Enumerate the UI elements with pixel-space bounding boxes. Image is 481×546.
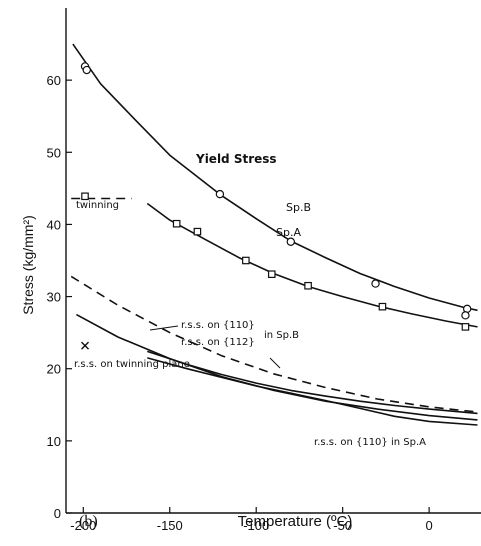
annotation-twinning: twinning <box>76 200 119 211</box>
panel-label: (b) <box>79 513 98 530</box>
data-point-sp-a <box>461 323 470 331</box>
data-point-sp-a <box>193 227 202 236</box>
data-point-yield-stress-sp-b <box>461 311 470 320</box>
annotation-in-sp-b: in Sp.B <box>264 330 299 341</box>
annotation-sp-a: Sp.A <box>276 226 301 239</box>
y-axis-label: Stress (kg/mm²) <box>20 215 36 315</box>
leader-line-rss-110 <box>149 325 179 331</box>
series-line-sp-a <box>146 202 478 328</box>
x-tick-label: -100 <box>243 518 269 533</box>
data-point-sp-a <box>242 256 250 265</box>
series-line-r-s-s-on-112-in-sp-b <box>70 275 478 413</box>
y-tick-label: 50 <box>47 145 61 160</box>
series-line-r-s-s-on-twinning-plane <box>147 357 478 426</box>
data-point-sp-a <box>172 219 181 228</box>
data-point-yield-stress-sp-b <box>215 189 225 199</box>
data-point-yield-stress-sp-b <box>82 65 91 75</box>
annotation-rss-twinning-plane: r.s.s. on twinning plane <box>74 359 190 370</box>
x-axis-label: Temperature (ºC) <box>238 513 353 530</box>
data-point-sp-a <box>378 302 387 311</box>
annotation-rss-110: r.s.s. on {110} <box>181 320 255 331</box>
annotation-yield-stress: Yield Stress <box>195 152 277 166</box>
annotation-sp-b: Sp.B <box>286 201 311 214</box>
cross-stroke <box>81 341 90 350</box>
series-line-r-s-s-on-110-in-sp-a <box>147 350 478 415</box>
series-markers <box>80 62 472 350</box>
x-tick-label: -50 <box>333 518 352 533</box>
y-tick-label: 40 <box>47 217 61 232</box>
y-tick-label: 10 <box>47 434 61 449</box>
annotations: Yield Stress Sp.B Sp.A twinning r.s.s. o… <box>20 152 426 530</box>
y-tick-label: 30 <box>47 290 61 305</box>
y-tick-label: 60 <box>47 73 61 88</box>
y-tick-label: 0 <box>54 506 61 521</box>
y-tick-label: 20 <box>47 362 61 377</box>
annotation-rss-112: r.s.s. on {112} <box>181 337 255 348</box>
data-point-yield-stress-sp-b <box>371 279 380 288</box>
data-point-twinning <box>81 192 89 201</box>
x-tick-label: -150 <box>157 518 183 533</box>
axes: 0 10 20 30 40 50 60 -200 -150 -100 -50 0 <box>47 8 481 533</box>
data-point-yield-stress-sp-b <box>286 237 295 246</box>
data-point-sp-a <box>304 281 312 290</box>
data-point-r-s-s-on-twinning-plane <box>81 341 90 350</box>
data-point-sp-a <box>267 270 276 279</box>
x-tick-label: 0 <box>426 518 433 533</box>
leader-line-rss-twinning <box>269 357 281 369</box>
series-line-yield-stress-sp-b <box>72 43 478 312</box>
x-tick-label: -200 <box>70 518 96 533</box>
annotation-rss-110-sp-a: r.s.s. on {110} in Sp.A <box>314 437 426 448</box>
